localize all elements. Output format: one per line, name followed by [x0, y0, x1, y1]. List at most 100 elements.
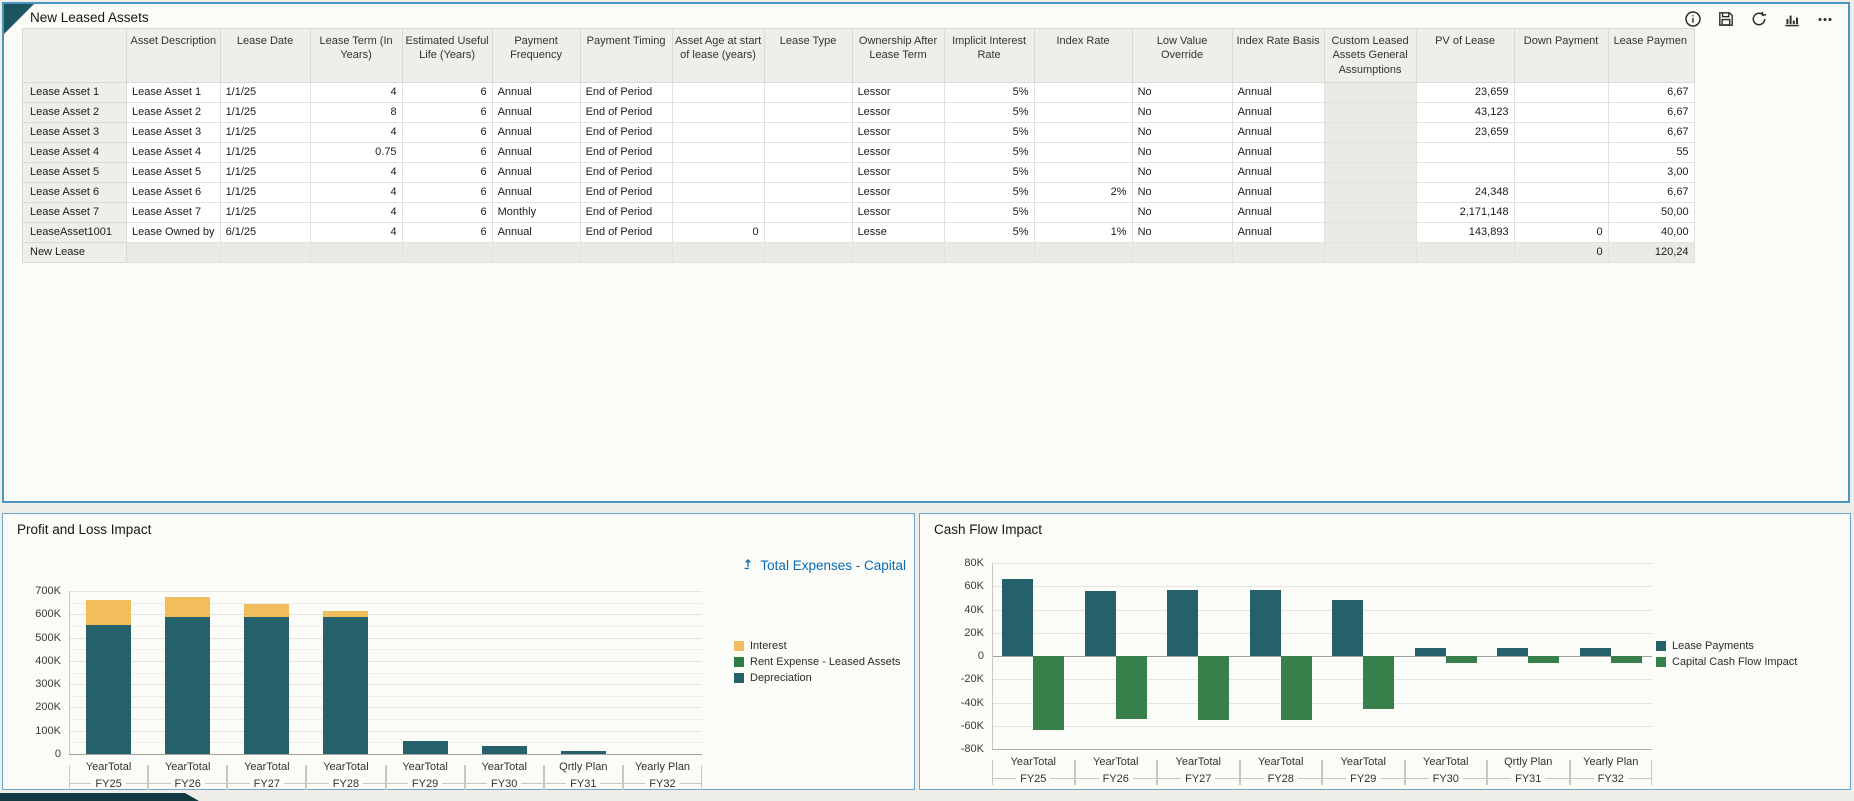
grid-cell[interactable]: Annual: [1231, 142, 1325, 163]
grid-cell[interactable]: 6: [401, 142, 493, 163]
bar-segment[interactable]: [1002, 579, 1034, 656]
grid-cell[interactable]: Annual: [1231, 122, 1325, 143]
row-header[interactable]: Lease Asset 5: [22, 162, 127, 183]
grid-cell[interactable]: Lease Asset 4: [126, 142, 221, 163]
corner-header[interactable]: [22, 28, 127, 83]
grid-cell[interactable]: 5%: [943, 142, 1035, 163]
grid-cell[interactable]: [1033, 202, 1133, 223]
grid-cell[interactable]: 40,00: [1607, 222, 1695, 243]
grid-cell[interactable]: Annual: [1231, 222, 1325, 243]
grid-cell[interactable]: 143,893: [1415, 222, 1515, 243]
grid-cell[interactable]: 23,659: [1415, 122, 1515, 143]
grid-cell[interactable]: Annual: [491, 142, 581, 163]
grid-cell[interactable]: End of Period: [579, 162, 673, 183]
grid-cell[interactable]: Monthly: [491, 202, 581, 223]
column-header[interactable]: Payment Timing: [579, 28, 673, 83]
grid-cell[interactable]: [763, 222, 853, 243]
bar-segment[interactable]: [86, 600, 132, 625]
grid-cell[interactable]: [1323, 162, 1417, 183]
grid-cell[interactable]: 4: [309, 202, 403, 223]
bar-segment[interactable]: [1497, 647, 1529, 656]
bar-segment[interactable]: [1249, 589, 1281, 656]
bar-segment[interactable]: [1280, 656, 1312, 720]
bar-segment[interactable]: [1033, 656, 1065, 731]
grid-cell[interactable]: [671, 142, 765, 163]
grid-cell[interactable]: 24,348: [1415, 182, 1515, 203]
grid-cell[interactable]: 3,00: [1607, 162, 1695, 183]
column-header[interactable]: Lease Date: [219, 28, 311, 83]
grid-cell[interactable]: No: [1131, 162, 1233, 183]
bar-segment[interactable]: [1414, 647, 1446, 656]
grid-cell[interactable]: 1/1/25: [219, 202, 311, 223]
grid-cell[interactable]: 5%: [943, 162, 1035, 183]
bar-segment[interactable]: [1332, 600, 1364, 656]
grid-cell[interactable]: 6: [401, 202, 493, 223]
column-header[interactable]: Lease Paymen: [1607, 28, 1695, 83]
grid-cell[interactable]: 6: [401, 122, 493, 143]
grid-cell[interactable]: [671, 122, 765, 143]
grid-cell[interactable]: 5%: [943, 102, 1035, 123]
column-header[interactable]: Asset Description: [126, 28, 221, 83]
column-header[interactable]: Asset Age at start of lease (years): [671, 28, 765, 83]
bar-segment[interactable]: [402, 741, 448, 754]
more-icon[interactable]: [1816, 10, 1834, 28]
grid-cell[interactable]: Lease Asset 1: [126, 82, 221, 103]
grid-cell[interactable]: End of Period: [579, 142, 673, 163]
grid-cell[interactable]: [309, 242, 403, 263]
grid-cell[interactable]: [1513, 182, 1609, 203]
info-icon[interactable]: [1684, 10, 1702, 28]
grid-cell[interactable]: No: [1131, 102, 1233, 123]
bar-segment[interactable]: [323, 616, 369, 754]
grid-cell[interactable]: 2%: [1033, 182, 1133, 203]
grid-cell[interactable]: Annual: [491, 82, 581, 103]
grid-cell[interactable]: [1513, 82, 1609, 103]
row-header[interactable]: Lease Asset 2: [22, 102, 127, 123]
grid-cell[interactable]: [671, 82, 765, 103]
grid-cell[interactable]: Lease Asset 2: [126, 102, 221, 123]
grid-cell[interactable]: 0: [1513, 222, 1609, 243]
grid-cell[interactable]: [1323, 242, 1417, 263]
grid-cell[interactable]: [763, 202, 853, 223]
grid-cell[interactable]: [1415, 162, 1515, 183]
grid-cell[interactable]: [763, 162, 853, 183]
column-header[interactable]: Payment Frequency: [491, 28, 581, 83]
grid-cell[interactable]: Lease Asset 5: [126, 162, 221, 183]
grid-cell[interactable]: [219, 242, 311, 263]
bar-segment[interactable]: [481, 745, 527, 754]
grid-cell[interactable]: [671, 242, 765, 263]
grid-cell[interactable]: [763, 142, 853, 163]
grid-cell[interactable]: [671, 102, 765, 123]
grid-cell[interactable]: Lease Asset 3: [126, 122, 221, 143]
grid-cell[interactable]: No: [1131, 222, 1233, 243]
grid-cell[interactable]: 6: [401, 82, 493, 103]
grid-cell[interactable]: 120,24: [1607, 242, 1695, 263]
grid-cell[interactable]: [1415, 142, 1515, 163]
row-header[interactable]: Lease Asset 6: [22, 182, 127, 203]
grid-cell[interactable]: Annual: [491, 102, 581, 123]
grid-cell[interactable]: 55: [1607, 142, 1695, 163]
column-header[interactable]: Lease Type: [763, 28, 853, 83]
grid-cell[interactable]: [1513, 102, 1609, 123]
grid-cell[interactable]: 4: [309, 162, 403, 183]
grid-cell[interactable]: [671, 162, 765, 183]
row-header[interactable]: Lease Asset 7: [22, 202, 127, 223]
grid-cell[interactable]: Annual: [1231, 82, 1325, 103]
grid-cell[interactable]: No: [1131, 182, 1233, 203]
column-header[interactable]: Implicit Interest Rate: [943, 28, 1035, 83]
save-icon[interactable]: [1717, 10, 1735, 28]
column-header[interactable]: Lease Term (In Years): [309, 28, 403, 83]
grid-cell[interactable]: Annual: [491, 182, 581, 203]
grid-cell[interactable]: [1033, 122, 1133, 143]
column-header[interactable]: Index Rate: [1033, 28, 1133, 83]
grid-cell[interactable]: [1033, 162, 1133, 183]
bar-segment[interactable]: [1610, 656, 1642, 663]
grid-cell[interactable]: [1323, 102, 1417, 123]
grid-cell[interactable]: 6,67: [1607, 102, 1695, 123]
grid-cell[interactable]: [401, 242, 493, 263]
grid-cell[interactable]: 1/1/25: [219, 82, 311, 103]
grid-cell[interactable]: 6: [401, 222, 493, 243]
grid-cell[interactable]: Annual: [491, 122, 581, 143]
grid-cell[interactable]: [491, 242, 581, 263]
bar-segment[interactable]: [1528, 656, 1560, 663]
grid-cell[interactable]: 2,171,148: [1415, 202, 1515, 223]
